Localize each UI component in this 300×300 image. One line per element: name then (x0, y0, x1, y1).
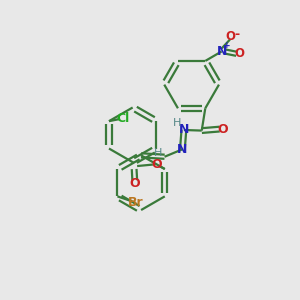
Text: O: O (225, 30, 235, 43)
Text: O: O (235, 47, 244, 60)
Text: O: O (151, 158, 162, 171)
Text: O: O (218, 123, 228, 136)
Text: H: H (154, 148, 162, 158)
Text: O: O (129, 177, 140, 190)
Text: N: N (179, 124, 189, 136)
Text: N: N (177, 143, 188, 156)
Text: -: - (234, 28, 239, 41)
Text: Br: Br (128, 196, 144, 209)
Text: H: H (173, 118, 182, 128)
Text: Cl: Cl (117, 112, 130, 125)
Text: +: + (223, 41, 230, 50)
Text: N: N (216, 45, 227, 58)
